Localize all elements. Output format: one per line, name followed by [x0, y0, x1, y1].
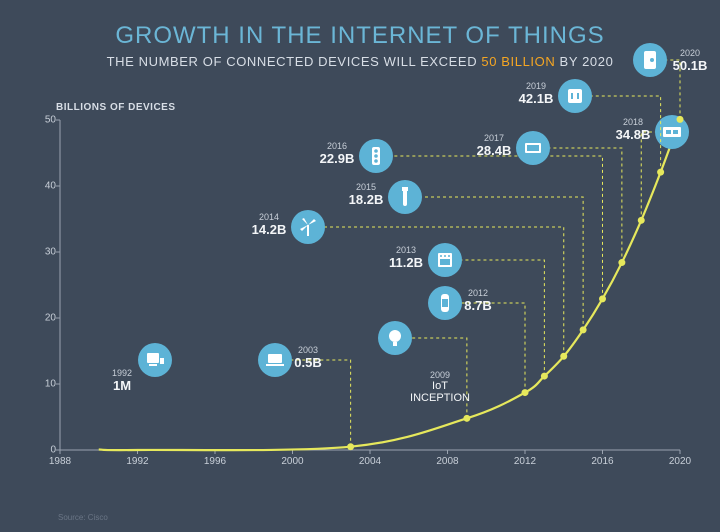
leader-line [275, 360, 351, 447]
callout-year: 2020 [680, 48, 700, 58]
callout-value: 42.1B [519, 91, 554, 106]
x-tick-label: 1996 [204, 456, 226, 467]
bulb-icon [378, 321, 412, 355]
laptop-icon [258, 343, 292, 377]
callout-year: 2017 [484, 133, 504, 143]
card-icon [655, 115, 689, 149]
callout-value: 11.2B [389, 255, 423, 270]
y-tick-label: 20 [38, 313, 56, 324]
y-tick-label: 0 [38, 445, 56, 456]
x-tick-label: 1988 [49, 456, 71, 467]
callout-year: 2015 [356, 182, 376, 192]
leader-line [445, 260, 544, 376]
brush-icon [388, 180, 422, 214]
chart-area: BILLIONS OF DEVICES 01020304050198819921… [60, 120, 680, 470]
y-tick-label: 10 [38, 379, 56, 390]
doorlock-icon [633, 43, 667, 77]
callout-year: 2016 [327, 141, 347, 151]
y-tick-label: 30 [38, 247, 56, 258]
callout-year: 2013 [396, 245, 416, 255]
x-tick-label: 2012 [514, 456, 536, 467]
callout-year: 2018 [623, 117, 643, 127]
callout-year: 2014 [259, 212, 279, 222]
callout-year: 2019 [526, 81, 546, 91]
x-tick-label: 2020 [669, 456, 691, 467]
chart-svg [60, 120, 680, 470]
leader-line [533, 148, 622, 263]
subtitle-highlight: 50 BILLION [481, 54, 555, 69]
traffic-icon [359, 139, 393, 173]
y-axis-title: BILLIONS OF DEVICES [56, 102, 176, 113]
computer-icon [138, 343, 172, 377]
windmill-icon [291, 210, 325, 244]
subtitle-pre: THE NUMBER OF CONNECTED DEVICES WILL EXC… [107, 54, 482, 69]
callout-value: 1M [113, 378, 131, 393]
callout-value: 34.8B [616, 127, 651, 142]
callout-year: 2003 [298, 345, 318, 355]
oven-icon [428, 243, 462, 277]
subtitle-post: BY 2020 [555, 54, 613, 69]
callout-value: 28.4B [477, 143, 512, 158]
callout-value: IoTINCEPTION [410, 380, 470, 404]
callout-year: 2009 [430, 370, 450, 380]
chart-subtitle: THE NUMBER OF CONNECTED DEVICES WILL EXC… [0, 54, 720, 69]
source-text: Source: Cisco [58, 513, 108, 522]
outlet-icon [558, 79, 592, 113]
display-icon [516, 131, 550, 165]
callout-year: 2012 [468, 288, 488, 298]
x-tick-label: 2000 [281, 456, 303, 467]
callout-value: 8.7B [464, 298, 491, 313]
callout-year: 1992 [112, 368, 132, 378]
watch-icon [428, 286, 462, 320]
callout-value: 18.2B [349, 192, 384, 207]
callout-value: 14.2B [252, 222, 287, 237]
x-tick-label: 2008 [436, 456, 458, 467]
chart-title: GROWTH IN THE INTERNET OF THINGS [0, 0, 720, 50]
callout-value: 50.1B [673, 58, 708, 73]
growth-curve [99, 119, 680, 450]
callout-value: 22.9B [320, 151, 355, 166]
callout-value: 0.5B [294, 355, 321, 370]
x-tick-label: 1992 [126, 456, 148, 467]
y-tick-label: 40 [38, 181, 56, 192]
y-tick-label: 50 [38, 115, 56, 126]
x-tick-label: 2016 [591, 456, 613, 467]
x-tick-label: 2004 [359, 456, 381, 467]
